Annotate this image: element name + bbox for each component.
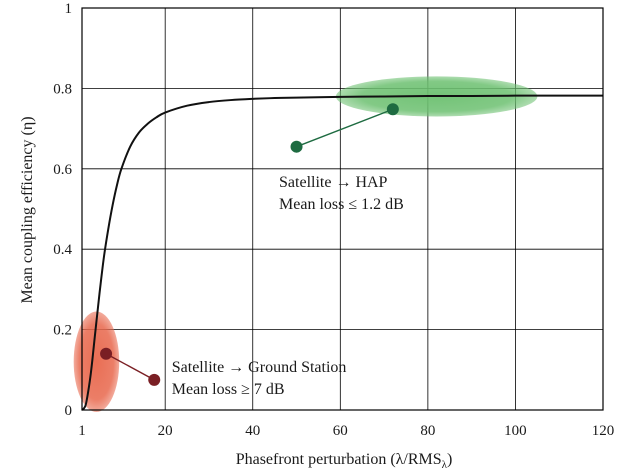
annotation-text: Satellite → Ground Station bbox=[172, 359, 347, 376]
x-tick-label: 1 bbox=[78, 423, 86, 439]
y-tick-label: 0 bbox=[65, 403, 73, 419]
series-group bbox=[81, 94, 603, 411]
y-tick-label: 0.8 bbox=[53, 81, 72, 97]
x-tick-label: 120 bbox=[592, 423, 615, 439]
highlight-region bbox=[73, 311, 120, 413]
annotation-text: Satellite → HAP bbox=[279, 174, 388, 191]
x-tick-label: 20 bbox=[158, 423, 173, 439]
series-line bbox=[81, 94, 603, 411]
x-axis-title-sub: λ bbox=[442, 459, 448, 471]
annotation-text: Mean loss ≤ 1.2 dB bbox=[279, 196, 404, 213]
x-tick-label: 80 bbox=[420, 423, 435, 439]
y-tick-label: 0.4 bbox=[53, 242, 72, 258]
plot-frame bbox=[81, 7, 604, 411]
x-tick-label: 40 bbox=[245, 423, 260, 439]
y-tick-label: 1 bbox=[65, 1, 73, 17]
annotation-leader-line bbox=[105, 353, 155, 381]
x-tick-label: 60 bbox=[333, 423, 348, 439]
annotation-text: Mean loss ≥ 7 dB bbox=[172, 381, 285, 398]
y-tick-labels: 0 0.2 0.4 0.6 0.8 1 bbox=[53, 1, 72, 419]
x-tick-label: 100 bbox=[504, 423, 527, 439]
x-tick-labels: 1 20 40 60 80 100 120 bbox=[78, 423, 614, 439]
annotation-leader-line bbox=[296, 108, 394, 148]
y-tick-label: 0.6 bbox=[53, 162, 72, 178]
annotations: Satellite → HAP Mean loss ≤ 1.2 dB Satelli… bbox=[100, 103, 404, 398]
x-axis-title: Phasefront perturbation (λ/RMSλ) bbox=[236, 451, 453, 471]
y-tick-label: 0.2 bbox=[53, 323, 72, 339]
y-axis-title: Mean coupling efficiency (η) bbox=[19, 116, 36, 303]
annotation-target-dot bbox=[386, 103, 399, 116]
annotation-dot bbox=[148, 373, 161, 386]
grid bbox=[82, 8, 603, 410]
annotation-target-dot bbox=[100, 347, 113, 360]
x-axis-title-end: ) bbox=[447, 451, 452, 468]
x-axis-title-main: Phasefront perturbation (λ/RMS bbox=[236, 451, 442, 468]
annotation-dot bbox=[290, 140, 303, 153]
